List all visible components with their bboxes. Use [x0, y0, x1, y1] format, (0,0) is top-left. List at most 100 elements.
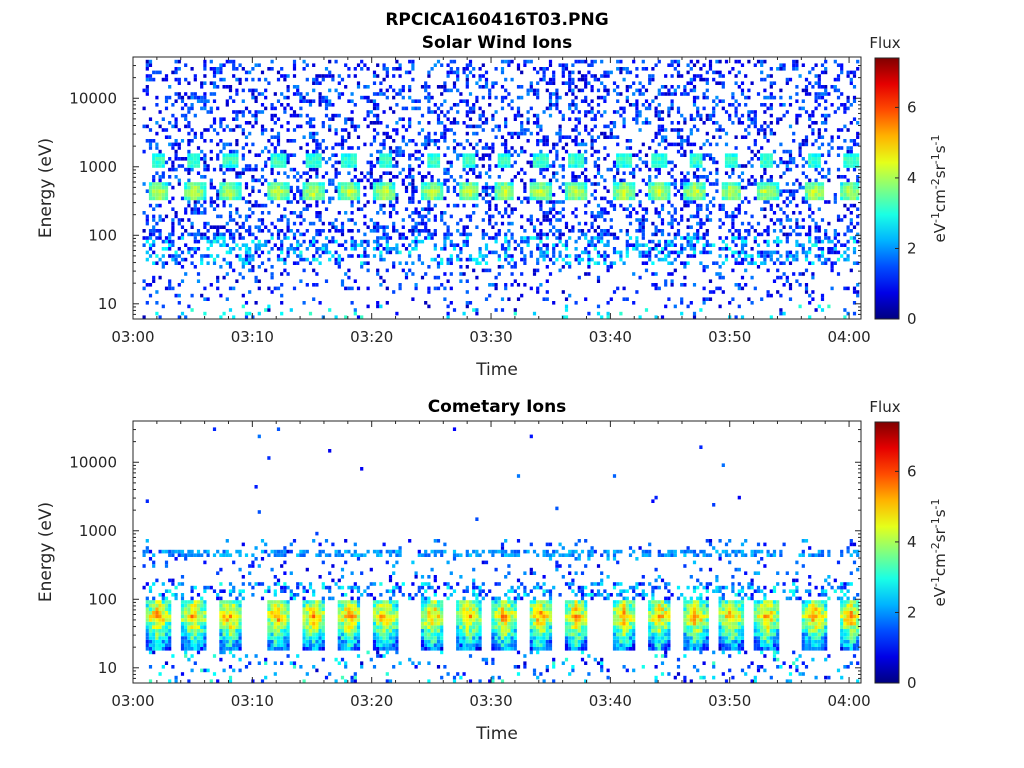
heatmap-cell: [836, 250, 841, 255]
heatmap-cell: [836, 74, 841, 78]
heatmap-cell: [286, 85, 290, 89]
heatmap-cell: [152, 70, 156, 75]
heatmap-cell: [347, 193, 351, 197]
heatmap-cell: [235, 124, 239, 129]
heatmap-cell: [372, 106, 377, 111]
heatmap-cell: [478, 254, 482, 258]
heatmap-cell: [587, 81, 591, 85]
heatmap-cell: [449, 257, 453, 262]
heatmap-cell: [654, 243, 658, 247]
heatmap-cell: [235, 182, 239, 186]
heatmap-cell: [782, 232, 786, 237]
heatmap-cell: [612, 164, 617, 168]
heatmap-cell: [395, 67, 399, 71]
heatmap-cell: [504, 254, 508, 258]
heatmap-cell: [664, 185, 668, 190]
heatmap-cell: [731, 160, 735, 165]
heatmap-cell: [744, 257, 748, 262]
heatmap-cell: [424, 81, 428, 85]
heatmap-cell: [772, 160, 777, 165]
heatmap-cell: [238, 175, 242, 179]
heatmap-cell: [411, 229, 415, 233]
heatmap-cell: [596, 279, 601, 283]
heatmap-cell: [801, 164, 805, 168]
heatmap-cell: [667, 232, 671, 237]
heatmap-cell: [593, 182, 597, 186]
heatmap-cell: [641, 218, 645, 222]
heatmap-cell: [254, 200, 258, 204]
heatmap-cell: [248, 149, 252, 154]
heatmap-cell: [715, 81, 719, 85]
heatmap-cell: [811, 261, 815, 265]
heatmap-cell: [433, 142, 437, 147]
heatmap-cell: [654, 232, 658, 237]
heatmap-cell: [491, 146, 495, 150]
heatmap-cell: [328, 250, 332, 255]
heatmap-cell: [222, 196, 226, 201]
heatmap-cell: [606, 189, 610, 193]
heatmap-cell: [552, 164, 556, 168]
heatmap-cell: [468, 70, 473, 75]
heatmap-cell: [833, 247, 837, 251]
heatmap-cell: [344, 63, 348, 67]
heatmap-cell: [731, 236, 735, 240]
heatmap-cell: [177, 261, 181, 265]
heatmap-cell: [350, 182, 354, 186]
heatmap-cell: [446, 232, 450, 237]
heatmap-cell: [660, 232, 665, 237]
heatmap-cell: [206, 247, 210, 251]
heatmap-cell: [200, 254, 204, 258]
heatmap-cell: [664, 160, 668, 165]
heatmap-cell: [590, 117, 594, 121]
heatmap-cell: [196, 239, 201, 244]
heatmap-cell: [654, 135, 658, 139]
heatmap-cell: [808, 250, 812, 255]
heatmap-cell: [846, 178, 850, 183]
heatmap-cell: [843, 110, 847, 114]
heatmap-cell: [628, 164, 633, 168]
heatmap-cell: [616, 167, 620, 172]
heatmap-cell: [401, 236, 405, 240]
heatmap-cell: [196, 229, 201, 233]
heatmap-cell: [596, 171, 601, 175]
heatmap-cell: [456, 229, 460, 233]
heatmap-cell: [312, 164, 316, 168]
heatmap-cell: [305, 283, 309, 287]
heatmap-cell: [731, 103, 735, 107]
heatmap-cell: [222, 243, 226, 247]
heatmap-cell: [622, 77, 626, 82]
heatmap-cell: [241, 146, 245, 150]
heatmap-cell: [808, 189, 812, 193]
heatmap-cell: [158, 157, 162, 161]
heatmap-cell: [529, 250, 533, 255]
heatmap-cell: [219, 193, 223, 197]
heatmap-cell: [318, 254, 322, 258]
heatmap-cell: [203, 189, 207, 193]
heatmap-cell: [536, 290, 540, 294]
heatmap-cell: [244, 301, 249, 305]
heatmap-cell: [436, 189, 441, 193]
heatmap-cell: [638, 229, 642, 233]
heatmap-cell: [766, 193, 770, 197]
heatmap-cell: [568, 189, 572, 193]
heatmap-cell: [728, 157, 732, 161]
heatmap-cell: [206, 99, 210, 103]
heatmap-cell: [536, 243, 540, 247]
heatmap-cell: [686, 135, 690, 139]
heatmap-cell: [401, 85, 405, 89]
heatmap-cell: [264, 106, 268, 111]
heatmap-cell: [145, 139, 149, 143]
heatmap-cell: [664, 85, 668, 89]
heatmap-cell: [641, 85, 645, 89]
heatmap-cell: [792, 254, 796, 258]
heatmap-cell: [193, 203, 197, 208]
heatmap-cell: [312, 221, 316, 226]
heatmap-cell: [731, 157, 735, 161]
heatmap-cell: [798, 243, 802, 247]
heatmap-cell: [843, 189, 847, 193]
heatmap-cell: [724, 182, 729, 186]
heatmap-cell: [488, 153, 492, 157]
heatmap-cell: [811, 153, 815, 157]
heatmap-cell: [577, 142, 581, 147]
heatmap-cell: [312, 239, 316, 244]
